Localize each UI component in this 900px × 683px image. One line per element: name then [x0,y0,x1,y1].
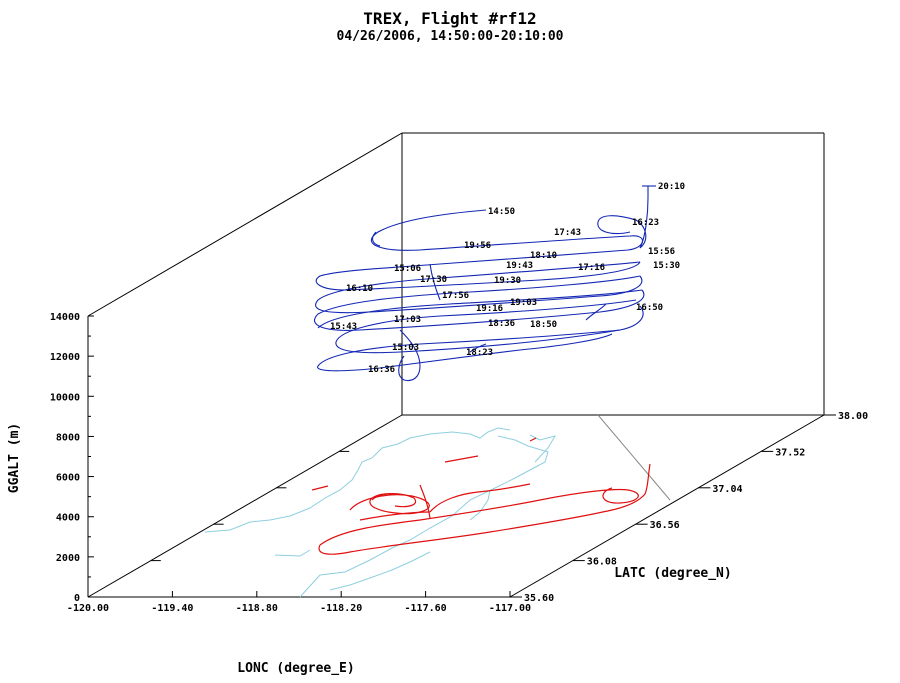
ground-track-path [318,463,651,555]
axis-ticks: 0 2000 4000 6000 8000 10000 12000 14000 -120.00 -… [50,312,868,614]
z-tick-label: 0 [74,593,80,604]
x-tick-label: -118.20 [320,603,362,614]
flight-track-path [317,289,643,329]
z-tick-label: 2000 [56,553,80,564]
frame-edge [87,132,403,317]
terrain-path [469,489,491,521]
flight-track-path [371,231,381,247]
ground-track-path [444,455,479,463]
ground-track-path [349,493,430,515]
ground-track-path [419,484,431,519]
time-label: 17:16 [578,263,605,273]
time-label: 19:43 [506,261,533,271]
flight-track [313,185,656,382]
time-label: 17:03 [394,315,421,325]
flight-track-path [639,185,656,249]
terrain-path [274,549,311,557]
time-labels: 14:50 15:03 15:06 15:30 15:43 15:56 16:10 16:23… [330,182,685,375]
time-label: 15:03 [392,343,419,353]
time-label: 16:23 [632,218,659,228]
flight-track-path [398,329,421,382]
time-label: 20:10 [658,182,685,192]
time-label: 15:43 [330,322,357,332]
z-tick-label: 12000 [50,352,80,363]
terrain-outline [204,414,671,598]
time-label: 16:50 [636,303,663,313]
time-label: 17:30 [420,275,447,285]
flight-track-path [317,329,621,372]
y-tick-label: 35.60 [524,593,554,604]
x-tick-label: -119.40 [151,603,193,614]
chart-subtitle: 04/26/2006, 14:50:00-20:10:00 [337,29,564,44]
chart-title: TREX, Flight #rf12 [363,9,536,28]
time-label: 17:43 [554,228,581,238]
terrain-path [204,427,511,533]
flight-track-path [315,209,644,291]
time-label: 14:50 [488,207,515,217]
terrain-path [329,551,431,591]
time-label: 18:50 [530,320,557,330]
ground-track-path [529,437,537,442]
z-tick-label: 8000 [56,432,80,443]
y-tick-label: 38.00 [838,411,868,422]
y-tick-label: 37.04 [712,484,742,495]
ground-track-path [311,485,329,491]
frame-edge [509,414,825,598]
time-label: 19:03 [510,298,537,308]
flight-track-path [315,261,643,314]
x-tick-label: -117.00 [489,603,531,614]
frame-edge [87,414,403,598]
shadow-line [597,414,671,501]
y-tick-label: 37.52 [775,447,805,458]
ground-track-path [429,483,531,513]
plot-frame [87,132,825,598]
z-tick-label: 4000 [56,513,80,524]
y-tick-label: 36.08 [587,557,617,568]
time-label: 17:56 [442,291,469,301]
z-tick-label: 10000 [50,392,80,403]
x-tick-label: -120.00 [67,603,109,614]
time-label: 15:56 [648,247,675,257]
z-tick-label: 6000 [56,473,80,484]
flight-track-path [597,215,647,249]
y-axis-label: LATC (degree_N) [614,566,731,581]
y-tick-label: 36.56 [650,520,680,531]
flight-track-path [379,333,613,369]
time-label: 18:10 [530,251,557,261]
terrain-path [299,435,549,598]
time-label: 16:10 [346,284,373,294]
time-label: 19:30 [494,276,521,286]
x-axis-label: LONC (degree_E) [237,661,354,676]
time-label: 18:36 [488,319,515,329]
flight-track-path [469,343,487,353]
time-label: 19:56 [464,241,491,251]
time-label: 19:16 [476,304,503,314]
ground-track-path [319,487,639,546]
time-label: 15:30 [653,261,680,271]
ground-track-path [371,493,417,508]
z-tick-label: 14000 [50,312,80,323]
x-tick-label: -118.80 [236,603,278,614]
ground-track [311,437,651,555]
x-tick-label: -117.60 [405,603,447,614]
time-label: 18:23 [466,348,493,358]
z-axis-label: GGALT (m) [7,423,22,493]
ground-track-path [359,511,431,521]
time-label: 16:36 [368,365,395,375]
flight-track-path [585,303,607,321]
time-label: 15:06 [394,264,421,274]
flight-track-path [429,263,441,301]
terrain-path [529,434,557,463]
flight-track-path [313,275,645,331]
